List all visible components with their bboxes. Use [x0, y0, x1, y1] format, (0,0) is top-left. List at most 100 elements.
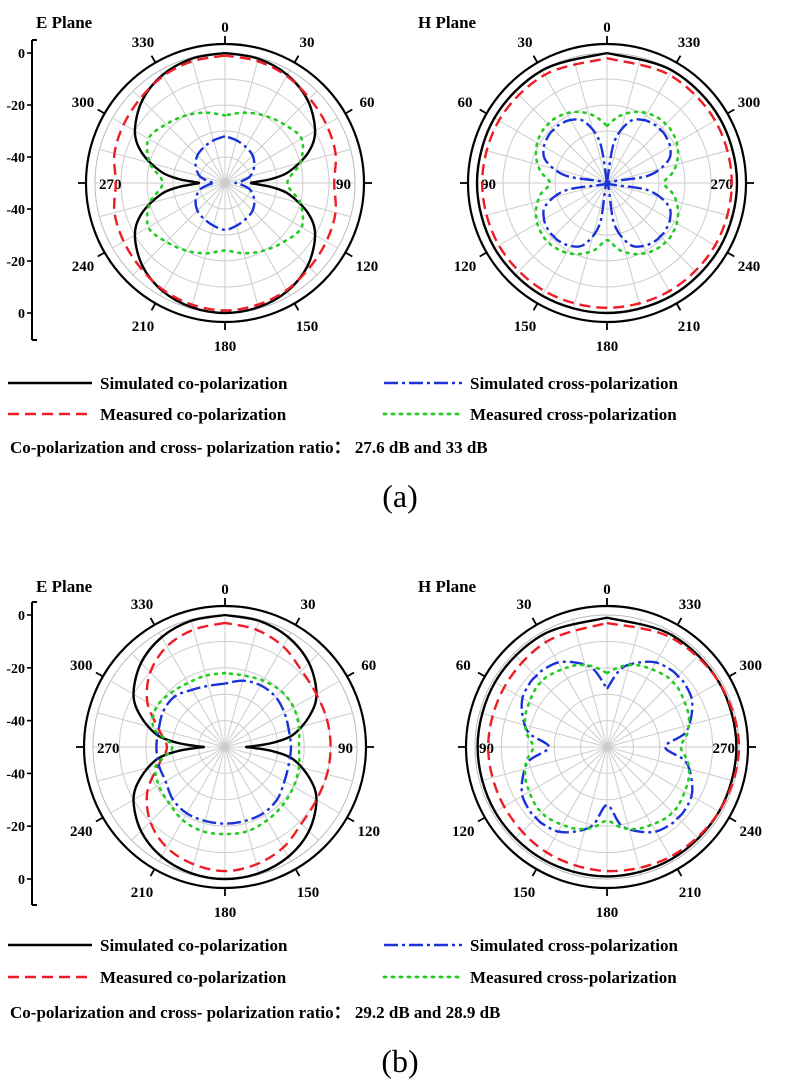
angle-label-270: 270 — [97, 741, 120, 757]
angle-tick — [294, 617, 301, 626]
grid-spoke — [224, 632, 292, 748]
panel-caption: (b) — [381, 1043, 418, 1079]
radial-tick-label: -20 — [6, 99, 25, 114]
angle-tick — [294, 868, 301, 877]
angle-label-270: 270 — [99, 177, 122, 193]
grid-spoke — [131, 746, 226, 841]
grid-spoke — [513, 746, 608, 841]
grid-spoke — [606, 90, 700, 184]
angle-label-210: 210 — [132, 319, 155, 335]
grid-spoke — [159, 182, 226, 296]
angle-tick — [531, 868, 538, 877]
angle-tick — [531, 617, 538, 626]
grid-spoke — [606, 182, 673, 296]
series-meas-cross — [523, 663, 691, 831]
angle-tick — [477, 816, 486, 823]
angle-label-0: 0 — [221, 20, 229, 36]
grid-spoke — [97, 746, 226, 782]
angle-label-60: 60 — [360, 95, 375, 111]
polar-plot-0: 0 30 60 90 120 150 180 210 240 270 300 330 E Plane — [36, 13, 378, 355]
angle-label-150: 150 — [296, 319, 319, 335]
series-meas-co — [112, 54, 338, 312]
series-meas-cross — [145, 111, 305, 255]
grid-spoke — [492, 746, 608, 814]
grid-spoke — [110, 746, 226, 814]
angle-tick — [675, 55, 682, 64]
angle-label-240: 240 — [72, 259, 95, 275]
series-sim-cross — [520, 660, 694, 834]
angle-tick — [675, 302, 682, 311]
angle-tick — [726, 251, 735, 258]
grid-spoke — [492, 680, 608, 748]
grid-spoke — [606, 182, 733, 218]
grid-spoke — [606, 712, 735, 748]
grid-spoke — [224, 90, 318, 184]
angle-label-330: 330 — [132, 35, 155, 51]
series-sim-cross — [194, 135, 256, 231]
grid-spoke — [99, 148, 226, 184]
legend-label-sim-cross: Simulated cross-polarization — [470, 374, 678, 393]
angle-tick — [97, 251, 106, 258]
grid-spoke — [224, 653, 319, 748]
angle-label-180: 180 — [214, 905, 237, 921]
legend-label-meas-co: Measured co-polarization — [100, 968, 287, 987]
angle-label-300: 300 — [72, 95, 95, 111]
angle-label-270: 270 — [713, 741, 736, 757]
polar-plot-2: 0 30 60 90 120 150 180 210 240 270 300 330 E Plane — [36, 577, 380, 921]
grid-spoke — [494, 182, 608, 249]
grid-spoke — [112, 182, 226, 249]
radial-tick-label: -20 — [6, 662, 25, 677]
radial-axis: 0 -20 -40 -40 -20 0 — [6, 39, 37, 341]
grid-spoke — [224, 182, 291, 296]
angle-label-90: 90 — [336, 177, 351, 193]
grid-spoke — [572, 619, 608, 748]
grid-spoke — [606, 746, 674, 862]
angle-label-90: 90 — [338, 741, 353, 757]
grid-spoke — [606, 680, 722, 748]
grid-spoke — [606, 117, 720, 184]
series-meas-co — [487, 621, 741, 873]
angle-label-120: 120 — [452, 824, 475, 840]
radial-tick-label: -40 — [6, 715, 25, 730]
angle-label-330: 330 — [678, 35, 701, 51]
grid-spoke — [159, 70, 226, 184]
angle-label-30: 30 — [517, 597, 532, 613]
angle-label-0: 0 — [603, 582, 611, 598]
grid-spoke — [606, 653, 701, 748]
angle-tick — [344, 251, 353, 258]
legend-label-meas-co: Measured co-polarization — [100, 405, 287, 424]
ratio-text: Co-polarization and cross- polarization … — [10, 438, 488, 457]
grid-spoke — [224, 117, 338, 184]
grid-spoke — [224, 746, 340, 814]
radial-tick-label: 0 — [18, 609, 25, 624]
angle-label-300: 300 — [738, 95, 761, 111]
grid-spoke — [190, 619, 226, 748]
grid-spoke — [606, 182, 720, 249]
grid-spoke — [190, 182, 226, 309]
angle-tick — [676, 868, 683, 877]
grid-spoke — [224, 182, 338, 249]
angle-label-300: 300 — [70, 658, 93, 674]
angle-tick — [479, 108, 488, 115]
angle-label-30: 30 — [301, 597, 316, 613]
grid-spoke — [606, 70, 673, 184]
angle-label-180: 180 — [596, 339, 619, 355]
angle-tick — [95, 671, 104, 678]
series-sim-co — [476, 616, 738, 878]
grid-spoke — [190, 746, 226, 875]
angle-label-0: 0 — [221, 582, 229, 598]
angle-tick — [728, 816, 737, 823]
angle-label-180: 180 — [214, 339, 237, 355]
legend-1: Simulated co-polarization Simulated cross… — [8, 936, 678, 1079]
series-meas-co — [145, 621, 332, 873]
grid-spoke — [224, 746, 319, 841]
angle-tick — [293, 55, 300, 64]
angle-label-330: 330 — [679, 597, 702, 613]
grid-spoke — [606, 746, 642, 875]
angle-label-240: 240 — [70, 824, 93, 840]
angle-tick — [477, 671, 486, 678]
grid-spoke — [131, 653, 226, 748]
grid-spoke — [224, 746, 260, 875]
series-sim-co — [133, 51, 317, 315]
legend-label-meas-cross: Measured cross-polarization — [470, 968, 677, 987]
